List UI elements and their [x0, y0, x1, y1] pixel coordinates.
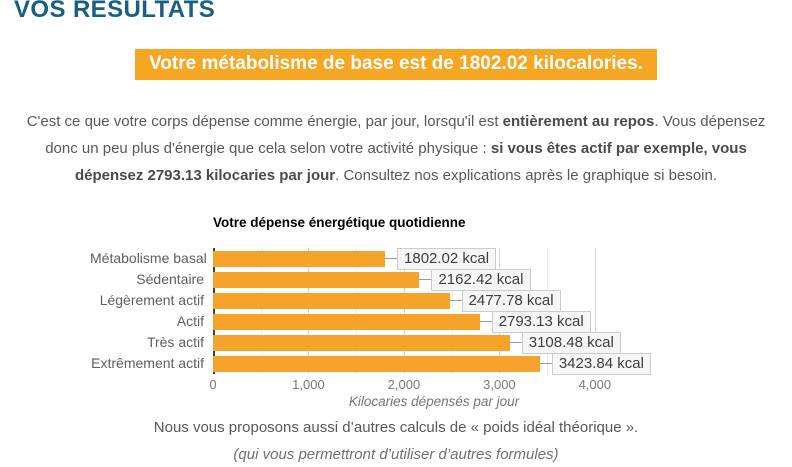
- value-label: 3423.84 kcal: [551, 352, 651, 375]
- gridline: [451, 248, 453, 374]
- intro-text: C'est ce que votre corps dépense comme é…: [26, 113, 503, 130]
- bar-row: 2793.13 kcal: [213, 310, 655, 333]
- value-label: 2793.13 kcal: [491, 310, 591, 333]
- gridline: [356, 248, 358, 374]
- chart-title: Votre dépense énergétique quotidienne: [213, 215, 466, 230]
- value-label: 2477.78 kcal: [461, 289, 561, 312]
- connector-line: [449, 300, 462, 301]
- connector-line: [419, 279, 432, 280]
- energy-expenditure-chart: Votre dépense énergétique quotidienne Mé…: [90, 215, 656, 410]
- bar-row: 2477.78 kcal: [213, 289, 655, 312]
- y-axis-line: [213, 248, 215, 374]
- value-label: 2162.42 kcal: [431, 268, 531, 291]
- bar: [213, 313, 480, 330]
- x-tick-label: 2,000: [387, 377, 421, 392]
- x-axis-ticks: 0 1,000 2,000 3,000 4,000: [209, 377, 655, 393]
- x-tick-label: 4,000: [578, 377, 612, 392]
- bar: [213, 355, 540, 372]
- intro-bold-text: entièrement au repos: [502, 113, 655, 130]
- bar: [213, 271, 420, 288]
- gridline: [594, 248, 596, 374]
- connector-line: [479, 321, 492, 322]
- intro-paragraph: C'est ce que votre corps dépense comme é…: [18, 108, 774, 189]
- bar-row: 1802.02 kcal: [213, 247, 655, 270]
- category-label: Légèrement actif: [99, 292, 204, 308]
- plot-region: 1802.02 kcal 2162.42 kcal 2477.78 kcal 2793…: [213, 247, 655, 375]
- bar: [213, 250, 386, 267]
- bar: [213, 292, 450, 309]
- x-axis-label: Kilocaries dépensés par jour: [348, 394, 520, 409]
- x-tick-label: 1,000: [292, 377, 325, 392]
- intro-text: . Vous dépensez donc un peu plus d'énerg…: [45, 113, 766, 157]
- footer-line-1: Nous vous proposons aussi d’autres calcu…: [153, 419, 639, 436]
- category-label: Actif: [176, 313, 204, 329]
- gridline: [260, 248, 262, 374]
- connector-line: [539, 363, 552, 364]
- value-label: 3108.48 kcal: [521, 331, 621, 354]
- bar-row: 3108.48 kcal: [213, 331, 655, 354]
- x-tick-label: 3,000: [483, 377, 516, 392]
- result-banner-row: Votre métabolisme de base est de 1802.02…: [0, 49, 792, 80]
- gridline: [403, 248, 405, 374]
- intro-text: . Consultez nos explications après le gr…: [335, 167, 718, 184]
- bar-row: 2162.42 kcal: [213, 268, 655, 291]
- footer-line-2: (qui vous permettront d’utiliser d’autre…: [233, 446, 559, 463]
- bar-row: 3423.84 kcal: [213, 352, 655, 375]
- category-axis: Métabolisme basal Sédentaire Légèrement ac…: [90, 248, 213, 374]
- page-title: VOS RESULTATS: [14, 0, 216, 23]
- intro-bold-text: si vous êtes actif par exemple, vous dép…: [74, 140, 747, 184]
- bar: [213, 334, 510, 351]
- category-label: Sédentaire: [136, 271, 204, 287]
- result-banner: Votre métabolisme de base est de 1802.02…: [135, 49, 657, 80]
- value-label: 1802.02 kcal: [397, 247, 497, 270]
- category-label: Très actif: [146, 334, 204, 350]
- chart-plot-area: Métabolisme basal Sédentaire Légèrement ac…: [90, 247, 656, 375]
- connector-line: [385, 258, 398, 259]
- gridline: [308, 248, 310, 374]
- category-label: Extrêmement actif: [91, 355, 204, 371]
- category-label: Métabolisme basal: [90, 250, 207, 266]
- connector-line: [509, 342, 522, 343]
- x-tick-label: 0: [209, 377, 217, 392]
